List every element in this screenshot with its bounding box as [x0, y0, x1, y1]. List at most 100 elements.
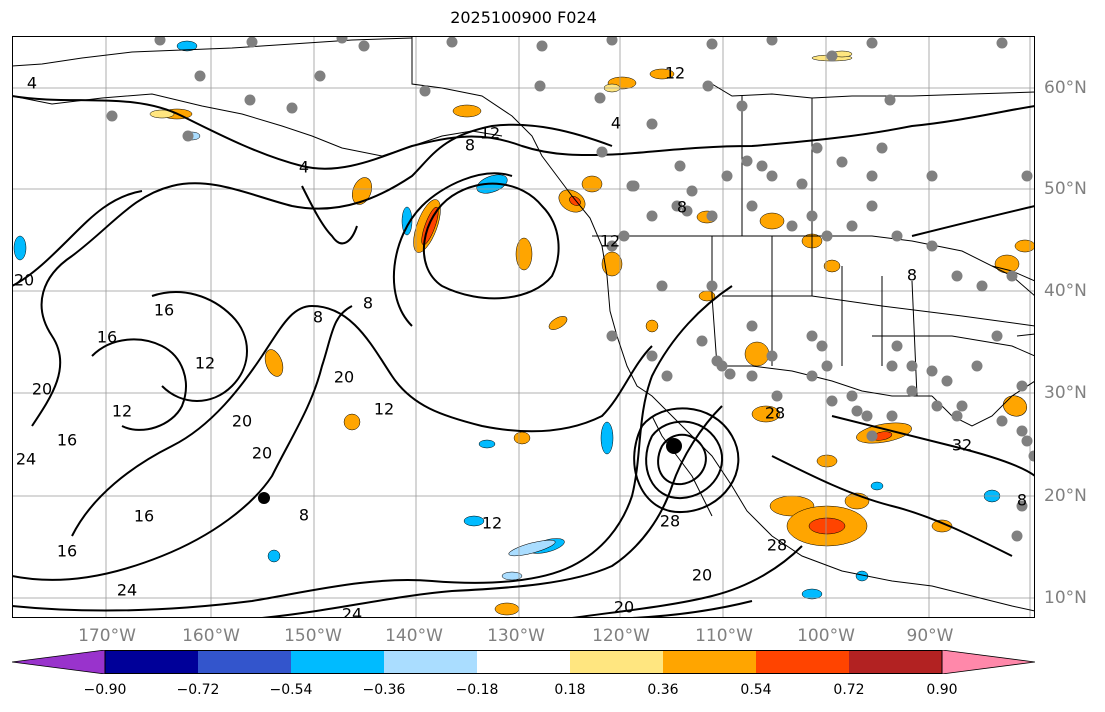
station-dot [786, 220, 798, 232]
contour-label: 8 [363, 294, 373, 313]
colorbar-segment [663, 650, 757, 674]
shaded-cell [870, 481, 884, 491]
station-dot [706, 210, 718, 222]
station-dot [358, 40, 370, 52]
station-dot [891, 230, 903, 242]
contour-line [301, 185, 358, 245]
contour-label: 8 [677, 198, 687, 217]
colorbar-tick-label: 0.54 [740, 682, 772, 698]
colorbar-segment [105, 650, 199, 674]
shaded-cell [744, 341, 770, 367]
contour-label: 16 [57, 431, 77, 450]
station-dot [976, 280, 988, 292]
station-dot [826, 50, 838, 62]
shaded-cell [508, 539, 556, 557]
contour-label: 20 [614, 598, 634, 617]
station-dot [926, 365, 938, 377]
station-dot [821, 230, 833, 242]
contour-label: 8 [313, 308, 323, 327]
contour-line [771, 455, 1013, 557]
colorbar-tick-label: 0.36 [647, 682, 679, 698]
station-dot [996, 415, 1008, 427]
station-dot [951, 410, 963, 422]
contour-line [831, 415, 1035, 477]
station-dot [1011, 530, 1023, 542]
lat-label: 10°N [1044, 588, 1087, 608]
shaded-cell [751, 405, 781, 423]
contour-label: 8 [465, 136, 475, 155]
station-dot [646, 118, 658, 130]
station-dot [826, 395, 838, 407]
shaded-cell [801, 588, 823, 600]
coastline-segment [592, 235, 1035, 297]
contour-label: 20 [14, 271, 34, 290]
station-dot [671, 200, 683, 212]
contour-label: 24 [117, 581, 137, 600]
shaded-cell [264, 349, 284, 377]
colorbar-tick-label: −0.18 [455, 682, 499, 698]
station-dot [926, 170, 938, 182]
lat-label: 20°N [1044, 486, 1087, 506]
shaded-cell [463, 515, 485, 527]
shaded-cell [600, 421, 614, 455]
station-dot [606, 330, 618, 342]
station-dot [1016, 500, 1028, 512]
station-dot [1016, 380, 1028, 392]
lon-label: 160°W [182, 626, 240, 646]
station-markers [106, 36, 1035, 542]
station-dot [1021, 435, 1033, 447]
shaded-cell [452, 104, 482, 118]
low-center-marker [666, 438, 682, 454]
contour-label: 32 [952, 436, 972, 455]
station-dot [702, 80, 714, 92]
colorbar-segment [291, 650, 385, 674]
station-dot [286, 102, 298, 114]
contour-label: 12 [195, 354, 215, 373]
station-dot [884, 94, 896, 106]
station-dot [991, 330, 1003, 342]
shaded-cell [176, 40, 198, 52]
contour-label: 12 [665, 64, 685, 83]
shaded-cell [501, 571, 523, 581]
station-dot [646, 210, 658, 222]
colorbar-tick-label: −0.72 [176, 682, 220, 698]
contour-line [71, 304, 653, 537]
station-dot [628, 180, 640, 192]
contour-label: 4 [27, 74, 37, 93]
contour-label: 16 [57, 542, 77, 561]
lon-label: 140°W [385, 626, 443, 646]
station-dot [971, 360, 983, 372]
station-dot [861, 410, 873, 422]
station-dot [711, 355, 723, 367]
contour-line [31, 123, 613, 427]
contour-label: 12 [374, 400, 394, 419]
station-dot [866, 170, 878, 182]
station-dot [876, 142, 888, 154]
station-dot [314, 70, 326, 82]
colorbar-tick-label: −0.90 [83, 682, 127, 698]
coastline-segment [872, 335, 1035, 357]
station-dot [1006, 270, 1018, 282]
lon-label: 120°W [592, 626, 650, 646]
station-dot [724, 368, 736, 380]
contour-label: 24 [342, 605, 362, 619]
contour-label: 8 [907, 266, 917, 285]
colorbar-segment [570, 650, 664, 674]
colorbar-segment [756, 650, 850, 674]
contour-lines [12, 95, 1035, 618]
contour-line [645, 420, 723, 500]
station-dot [906, 360, 918, 372]
contour-line [392, 172, 513, 327]
shaded-cell [343, 413, 361, 431]
lon-label: 170°W [78, 626, 136, 646]
shaded-field [13, 40, 1035, 616]
station-dot [594, 92, 606, 104]
lat-label: 30°N [1044, 383, 1087, 403]
colorbar-segment [384, 650, 478, 674]
station-dot [681, 205, 693, 217]
station-dot [674, 160, 686, 172]
shaded-cell [548, 316, 568, 330]
station-dot [736, 100, 748, 112]
